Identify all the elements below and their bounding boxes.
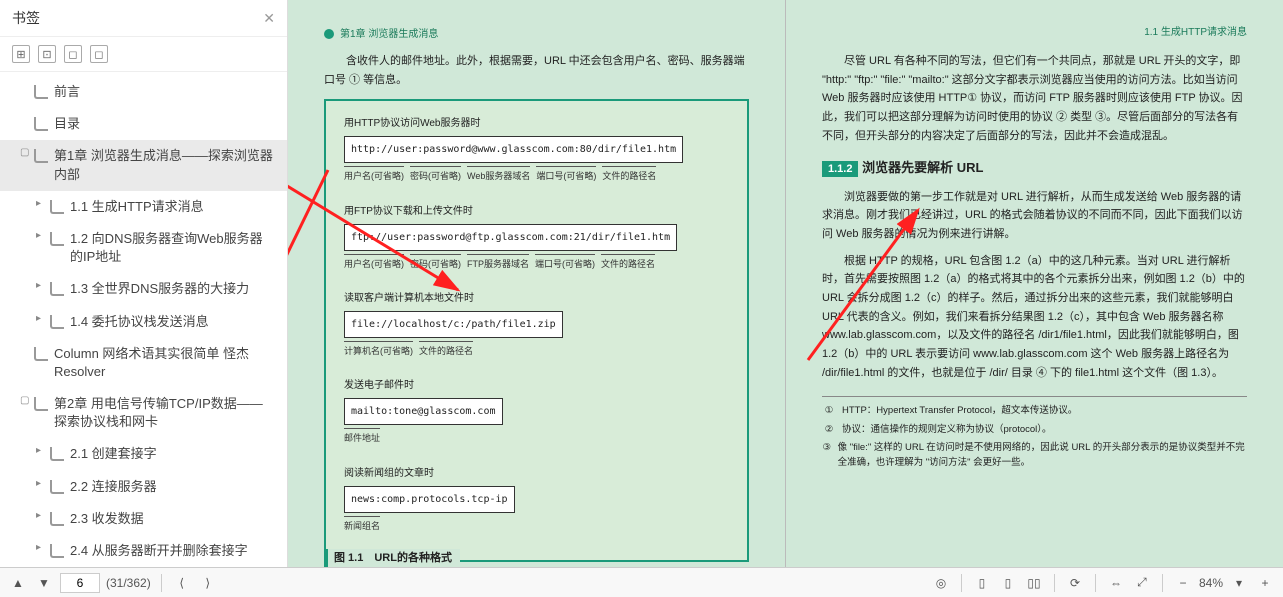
chapter-header: 第1章 浏览器生成消息 <box>340 26 438 43</box>
diagram-label: 发送电子邮件时 <box>344 377 729 394</box>
url-annotation: 用户名(可省略)密码(可省略)Web服务器域名端口号(可省略)文件的路径名 <box>344 166 729 184</box>
bookmark-outline-icon[interactable]: ◻ <box>90 45 108 63</box>
url-example: mailto:tone@glasscom.com <box>344 398 503 425</box>
tree-item[interactable]: ▢第2章 用电信号传输TCP/IP数据——探索协议栈和网卡 <box>0 388 287 438</box>
bookmark-tree: 前言目录▢第1章 浏览器生成消息——探索浏览器内部▸1.1 生成HTTP请求消息… <box>0 72 287 597</box>
paragraph: 根据 HTTP 的规格，URL 包含图 1.2（a）中的这几种元素。当对 URL… <box>822 252 1247 383</box>
figure-caption: 图 1.1 URL的各种格式 <box>324 549 460 568</box>
tree-item[interactable]: ▸2.1 创建套接字 <box>0 438 287 470</box>
paragraph: 尽管 URL 有各种不同的写法，但它们有一个共同点，那就是 URL 开头的文字，… <box>822 52 1247 145</box>
layout-facing-icon[interactable]: ▯▯ <box>1024 573 1044 593</box>
prev-page-icon[interactable]: ⟨ <box>172 573 192 593</box>
url-example: file://localhost/c:/path/file1.zip <box>344 311 563 338</box>
close-icon[interactable]: ✕ <box>263 10 275 27</box>
section-heading: 1.1.2 浏览器先要解析 URL <box>822 157 1247 179</box>
footnote-list: ①HTTP：Hypertext Transfer Protocol，超文本传送协… <box>822 396 1247 470</box>
page-header-left: 第1章 浏览器生成消息 <box>324 24 749 44</box>
sidebar-title: 书签 <box>12 8 263 28</box>
tree-item[interactable]: ▸2.2 连接服务器 <box>0 471 287 503</box>
diagram-label: 阅读新闻组的文章时 <box>344 465 729 482</box>
zoom-in-icon[interactable]: + <box>1255 573 1275 593</box>
zoom-dropdown-icon[interactable]: ▾ <box>1229 573 1249 593</box>
tree-item[interactable]: ▸2.4 从服务器断开并删除套接字 <box>0 535 287 567</box>
tree-item[interactable]: ▸1.1 生成HTTP请求消息 <box>0 191 287 223</box>
layout-single-icon[interactable]: ▯ <box>972 573 992 593</box>
page-number-input[interactable] <box>60 573 100 593</box>
page-header-right: 1.1 生成HTTP请求消息 <box>822 24 1247 44</box>
sidebar-header: 书签 ✕ <box>0 0 287 37</box>
url-annotation: 新闻组名 <box>344 516 729 534</box>
diagram-label: 读取客户端计算机本地文件时 <box>344 290 729 307</box>
url-annotation: 用户名(可省略)密码(可省略)FTP服务器域名端口号(可省略)文件的路径名 <box>344 254 729 272</box>
page-right: 1.1 生成HTTP请求消息 尽管 URL 有各种不同的写法，但它们有一个共同点… <box>786 0 1283 597</box>
status-bar: ▲ ▼ (31/362) ⟨ ⟩ ◎ ▯ ▯ ▯▯ ⟳ ⇔ ⤢ − 84% ▾ … <box>0 567 1283 597</box>
header-dot-icon <box>324 29 334 39</box>
fit-width-icon[interactable]: ⇔ <box>1106 573 1126 593</box>
paragraph: 含收件人的邮件地址。此外，根据需要，URL 中还会包含用户名、密码、服务器端口号… <box>324 52 749 89</box>
page-range-label: (31/362) <box>106 576 151 590</box>
tree-item[interactable]: ▸1.4 委托协议栈发送消息 <box>0 306 287 338</box>
paragraph: 浏览器要做的第一步工作就是对 URL 进行解析，从而生成发送给 Web 服务器的… <box>822 188 1247 244</box>
diagram-label: 用HTTP协议访问Web服务器时 <box>344 115 729 132</box>
bookmark-icon[interactable]: ◻ <box>64 45 82 63</box>
section-title: 浏览器先要解析 URL <box>862 160 983 175</box>
nav-up-icon[interactable]: ▲ <box>8 573 28 593</box>
zoom-level-label: 84% <box>1199 576 1223 590</box>
tree-item[interactable]: ▸1.3 全世界DNS服务器的大接力 <box>0 273 287 305</box>
section-number: 1.1.2 <box>822 161 858 177</box>
fit-page-icon[interactable]: ⤢ <box>1132 573 1152 593</box>
tool-icon-1[interactable]: ⊞ <box>12 45 30 63</box>
url-example: http://user:password@www.glasscom.com:80… <box>344 136 683 163</box>
tree-item[interactable]: 目录 <box>0 108 287 140</box>
tree-item[interactable]: ▢第1章 浏览器生成消息——探索浏览器内部 <box>0 140 287 190</box>
next-page-icon[interactable]: ⟩ <box>198 573 218 593</box>
url-annotation: 邮件地址 <box>344 428 729 446</box>
sidebar-toolbar: ⊞ ⊡ ◻ ◻ <box>0 37 287 72</box>
page-left: 第1章 浏览器生成消息 含收件人的邮件地址。此外，根据需要，URL 中还会包含用… <box>288 0 786 597</box>
url-example: news:comp.protocols.tcp-ip <box>344 486 515 513</box>
diagram-label: 用FTP协议下载和上传文件时 <box>344 203 729 220</box>
tree-item[interactable]: Column 网络术语其实很简单 怪杰Resolver <box>0 338 287 388</box>
rotate-icon[interactable]: ⟳ <box>1065 573 1085 593</box>
url-format-diagram: 用HTTP协议访问Web服务器时 http://user:password@ww… <box>324 99 749 561</box>
url-example: ftp://user:password@ftp.glasscom.com:21/… <box>344 224 677 251</box>
page-content: 第1章 浏览器生成消息 含收件人的邮件地址。此外，根据需要，URL 中还会包含用… <box>288 0 1283 597</box>
nav-down-icon[interactable]: ▼ <box>34 573 54 593</box>
tree-item[interactable]: ▸1.2 向DNS服务器查询Web服务器的IP地址 <box>0 223 287 273</box>
tool-icon-2[interactable]: ⊡ <box>38 45 56 63</box>
url-annotation: 计算机名(可省略)文件的路径名 <box>344 341 729 359</box>
bookmarks-sidebar: 书签 ✕ ⊞ ⊡ ◻ ◻ 前言目录▢第1章 浏览器生成消息——探索浏览器内部▸1… <box>0 0 288 597</box>
layout-continuous-icon[interactable]: ▯ <box>998 573 1018 593</box>
tree-item[interactable]: ▸2.3 收发数据 <box>0 503 287 535</box>
tree-item[interactable]: 前言 <box>0 76 287 108</box>
view-mode-icon[interactable]: ◎ <box>931 573 951 593</box>
zoom-out-icon[interactable]: − <box>1173 573 1193 593</box>
